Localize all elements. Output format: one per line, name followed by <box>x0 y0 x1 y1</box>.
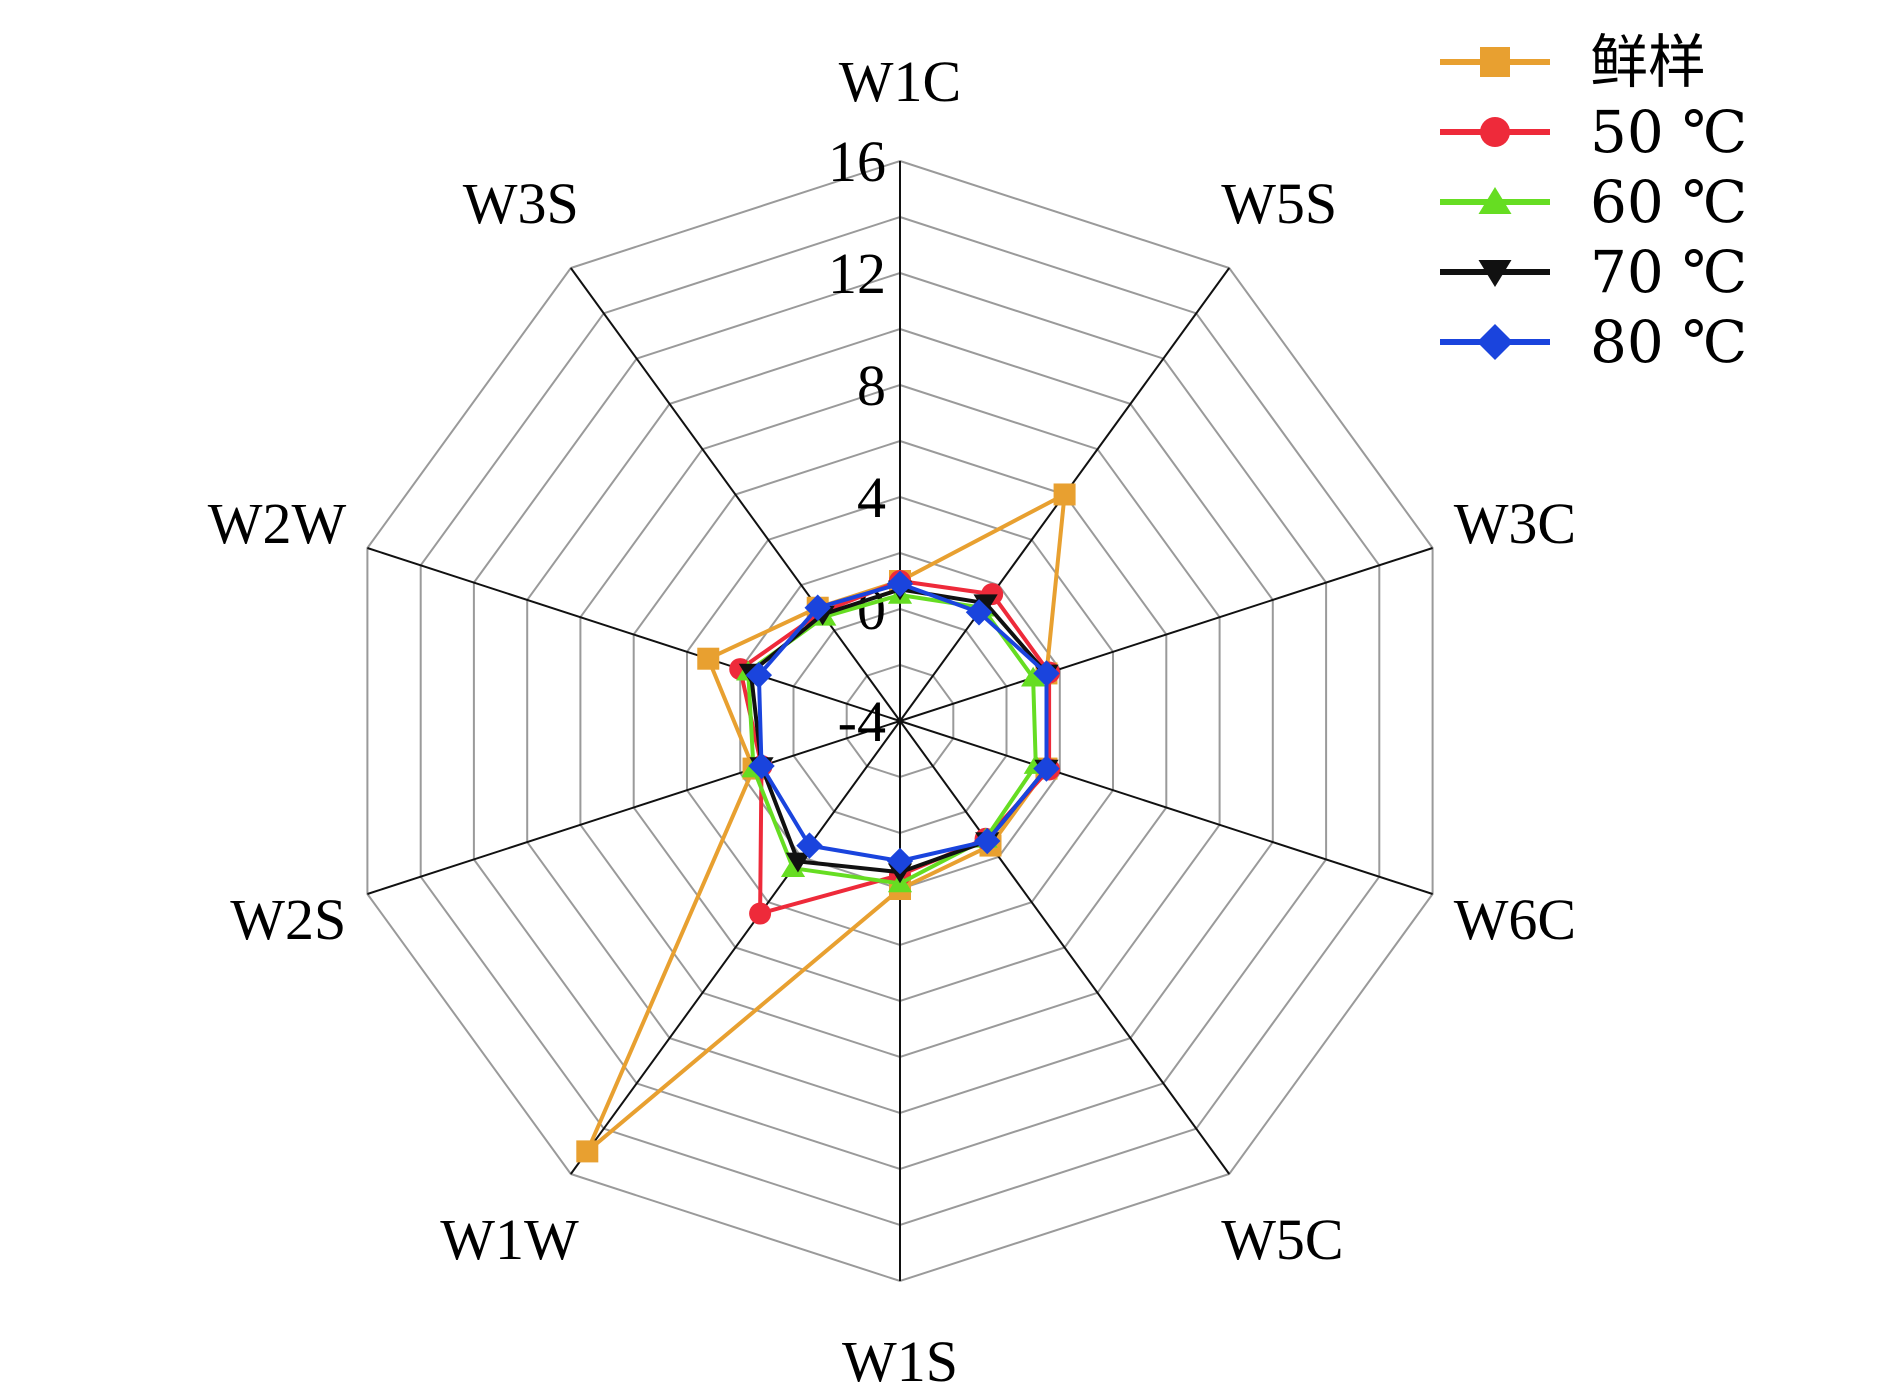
tick-label: 8 <box>857 353 886 418</box>
spoke-w3c <box>899 547 1433 722</box>
spoke-w2w <box>367 547 901 722</box>
tick-label: -4 <box>838 689 886 754</box>
legend-marker <box>1478 187 1512 214</box>
series-point <box>749 902 772 925</box>
data-series <box>576 483 1076 1163</box>
spoke-w6c <box>899 720 1433 895</box>
legend-item: 鲜样 <box>1440 28 1706 96</box>
series-point <box>1033 660 1060 687</box>
legend-item: 60 ℃ <box>1440 168 1747 236</box>
axis-label-w5s: W5S <box>1221 171 1337 236</box>
series-point <box>965 599 993 626</box>
spoke-w2s <box>367 720 901 895</box>
legend-marker <box>1478 260 1512 287</box>
spoke-w1w <box>569 720 901 1175</box>
spoke-w5c <box>899 720 1231 1175</box>
series-point <box>785 852 811 873</box>
axis-label-w6c: W6C <box>1454 887 1576 952</box>
series-point <box>974 827 1001 855</box>
legend-label: 60 ℃ <box>1590 168 1747 236</box>
legend-marker <box>1480 117 1510 147</box>
series-point <box>1033 755 1060 782</box>
radar-spokes <box>367 161 1433 1281</box>
axis-label-w1c: W1C <box>839 49 961 114</box>
tick-label: 12 <box>828 241 886 306</box>
spoke-w3s <box>569 267 901 722</box>
series-point <box>804 594 831 621</box>
series-point <box>748 752 775 780</box>
series-4 <box>745 570 1060 875</box>
legend-marker <box>1477 324 1513 360</box>
axis-label-w3c: W3C <box>1454 491 1576 556</box>
series-point <box>973 594 998 615</box>
series-point <box>576 1140 599 1163</box>
axis-label-w5c: W5C <box>1221 1207 1343 1272</box>
tick-label: 4 <box>857 465 886 530</box>
legend-item: 80 ℃ <box>1440 308 1747 376</box>
series-point <box>886 847 914 875</box>
legend-label: 50 ℃ <box>1590 98 1747 166</box>
series-point <box>796 832 823 859</box>
series-point <box>886 570 914 597</box>
axis-labels: W1C W5S W3C W6C W5C W1S W1W W2S W2W W3S <box>208 49 1576 1394</box>
series-point <box>780 857 806 878</box>
series-point <box>697 647 720 670</box>
legend-label: 80 ℃ <box>1590 308 1747 376</box>
legend-item: 70 ℃ <box>1440 238 1747 306</box>
axis-label-w1s: W1S <box>842 1329 958 1394</box>
series-point <box>1021 666 1046 687</box>
legend-marker <box>1480 47 1510 77</box>
series-point <box>1053 483 1076 506</box>
legend-label: 70 ℃ <box>1590 238 1747 306</box>
legend-item: 50 ℃ <box>1440 98 1747 166</box>
axis-label-w1w: W1W <box>440 1207 579 1272</box>
tick-label: 16 <box>828 129 886 194</box>
axis-label-w2s: W2S <box>230 887 346 952</box>
legend-label: 鲜样 <box>1590 28 1706 96</box>
axis-label-w3s: W3S <box>463 171 579 236</box>
series-point <box>745 661 773 689</box>
axis-label-w2w: W2W <box>208 491 347 556</box>
